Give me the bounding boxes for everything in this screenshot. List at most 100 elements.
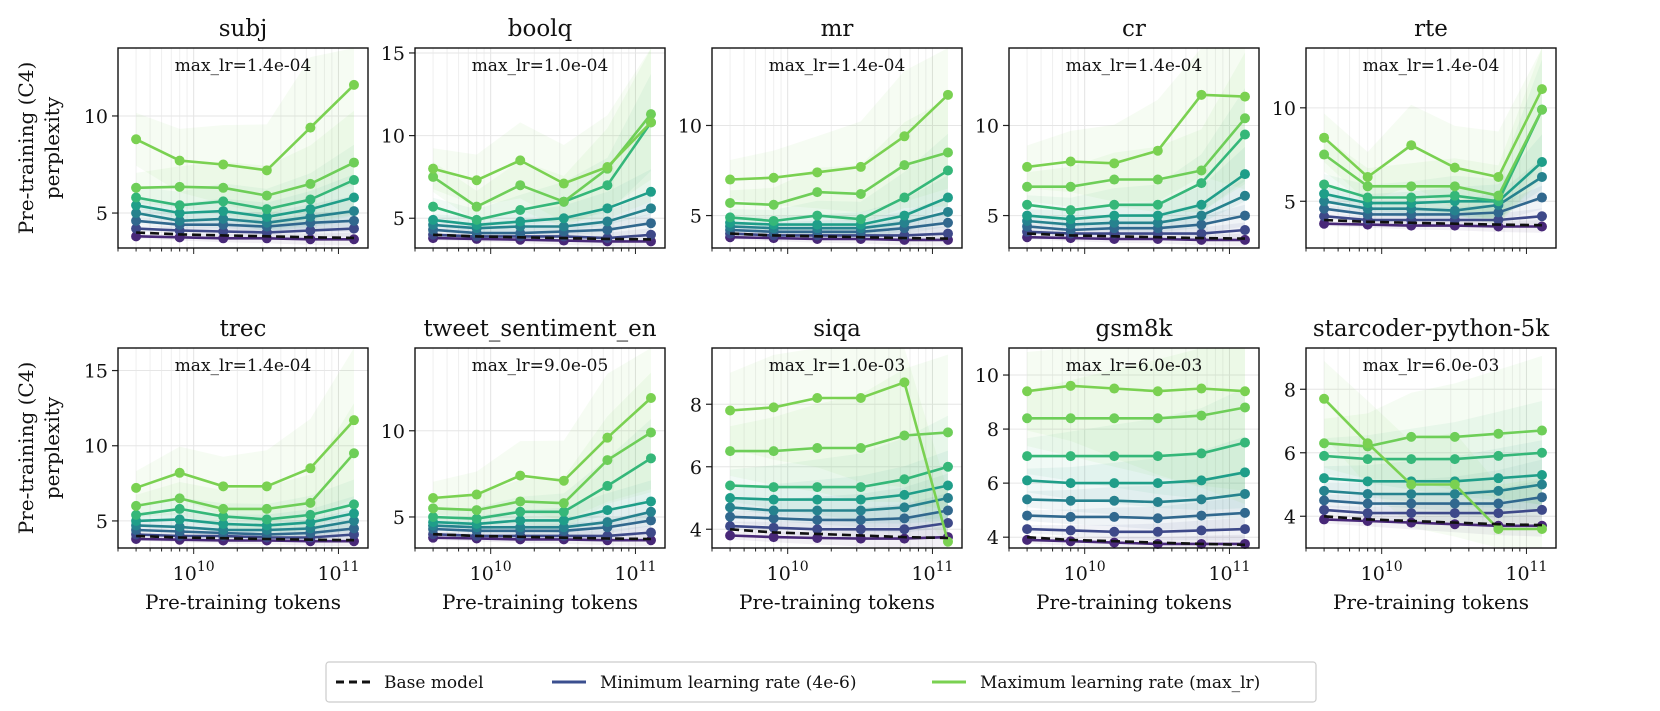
series-line [1026, 194, 1246, 226]
data-point [1109, 478, 1120, 489]
series-line [1323, 196, 1543, 216]
max-lr-annotation: max_lr=1.4e-04 [175, 356, 312, 376]
data-point [942, 461, 953, 472]
data-point [1065, 380, 1076, 391]
data-point [602, 455, 613, 466]
series-band [730, 493, 948, 533]
series-line [136, 227, 355, 234]
y-tick-label: 8 [1284, 379, 1296, 401]
series-band [1324, 59, 1542, 224]
data-point [812, 167, 823, 178]
data-point [1109, 511, 1120, 522]
data-point [348, 206, 359, 217]
data-point [1319, 473, 1330, 484]
data-point [428, 201, 439, 212]
data-point [131, 208, 142, 219]
x-tick-label: 1011 [911, 559, 953, 585]
data-point [1319, 495, 1330, 506]
y-tick-label: 10 [84, 436, 108, 458]
series-line [136, 537, 354, 543]
data-point [812, 210, 823, 221]
data-point [602, 517, 613, 528]
series-line [1027, 235, 1245, 242]
data-point [1449, 190, 1460, 201]
data-point [1406, 431, 1417, 442]
data-point [942, 192, 953, 203]
data-point [1319, 504, 1330, 515]
data-point [1196, 475, 1207, 486]
series-line [1323, 397, 1542, 531]
data-point [1022, 210, 1033, 221]
data-point [218, 518, 229, 529]
data-point [602, 480, 613, 491]
max-lr-annotation: max_lr=9.0e-05 [472, 356, 609, 376]
data-point [899, 377, 910, 388]
y-tick-label: 10 [1272, 98, 1296, 120]
plot-area [712, 48, 962, 248]
data-point [1022, 199, 1033, 210]
x-axis-label: Pre-training tokens [442, 590, 638, 614]
data-point [1493, 523, 1504, 534]
series-band [136, 48, 354, 217]
data-point [305, 178, 316, 189]
y-axis-label-line1: Pre-training (C4) [14, 62, 38, 234]
data-point [645, 506, 656, 517]
data-point [1493, 450, 1504, 461]
data-point [768, 446, 779, 457]
data-point [1493, 498, 1504, 509]
data-point [1152, 210, 1163, 221]
data-point [218, 213, 229, 224]
data-point [899, 524, 910, 535]
series-band [1324, 48, 1542, 223]
series-band [1324, 208, 1542, 227]
data-point [942, 536, 953, 547]
data-point [899, 502, 910, 513]
series-line [730, 151, 949, 207]
data-point [1536, 192, 1547, 203]
data-point [1196, 89, 1207, 100]
data-point [1449, 519, 1460, 530]
series-line [135, 178, 355, 211]
series-band [136, 174, 354, 232]
data-point [1109, 217, 1120, 228]
data-point [602, 203, 613, 214]
data-point [1449, 508, 1460, 519]
data-point [645, 186, 656, 197]
data-point [1493, 190, 1504, 201]
data-point [305, 234, 316, 245]
data-point [942, 89, 953, 100]
series-line [135, 219, 355, 228]
data-point [812, 187, 823, 198]
data-point [855, 161, 866, 172]
data-point [1152, 386, 1163, 397]
data-point [261, 481, 272, 492]
data-point [1449, 431, 1460, 442]
data-point [602, 505, 613, 516]
y-tick-label: 6 [690, 457, 702, 479]
data-point [1065, 156, 1076, 167]
series-line [730, 496, 949, 512]
data-point [855, 494, 866, 505]
data-point [558, 522, 569, 533]
data-point [1109, 526, 1120, 537]
data-point [348, 215, 359, 226]
data-point [1406, 508, 1417, 519]
data-point [218, 503, 229, 514]
plot-frame [711, 47, 963, 249]
data-point [1239, 190, 1250, 201]
data-point [1319, 188, 1330, 199]
data-point [515, 515, 526, 526]
series-line [432, 121, 653, 222]
series-line [136, 512, 355, 527]
x-tick-label: 1010 [767, 559, 809, 585]
data-point [1239, 386, 1250, 397]
base-model-line [730, 528, 949, 540]
data-point [1152, 145, 1163, 156]
data-point [1319, 211, 1330, 222]
data-point [558, 498, 569, 509]
data-point [471, 489, 482, 500]
base-model-line [1324, 218, 1543, 227]
series-line [136, 161, 355, 197]
max-lr-annotation: max_lr=1.4e-04 [769, 56, 906, 76]
data-point [725, 197, 736, 208]
